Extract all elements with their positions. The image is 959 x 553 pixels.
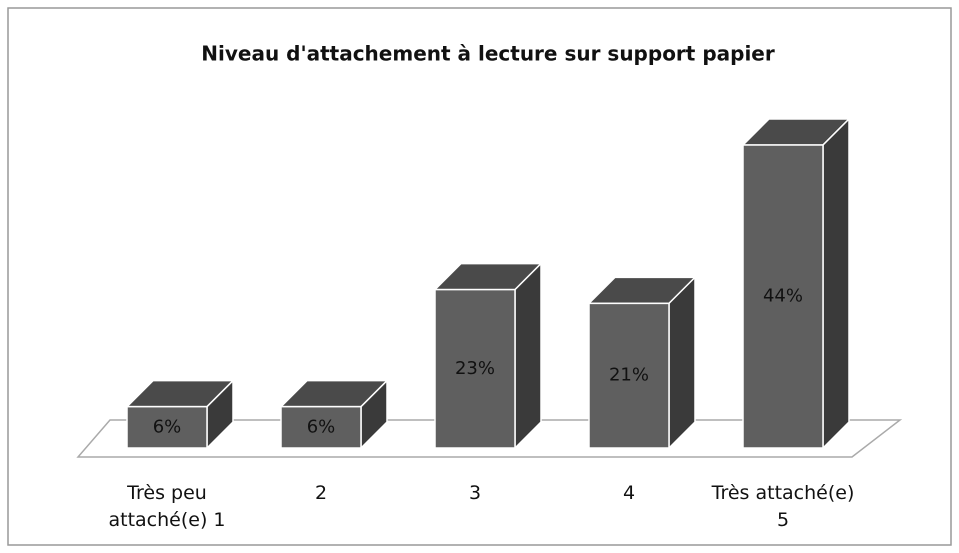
x-tick-label: Très peu attaché(e) 1 — [108, 482, 226, 531]
bar-side — [668, 275, 696, 450]
bar — [588, 302, 670, 449]
bar-side — [514, 261, 542, 450]
bar — [742, 144, 824, 449]
bar — [434, 288, 516, 449]
bar — [280, 405, 362, 449]
x-tick-label: 3 — [468, 482, 482, 504]
bars: 6% 6% 23% 21% 44% — [125, 117, 851, 450]
bar — [126, 405, 208, 449]
value-label: 23% — [455, 358, 495, 379]
value-label: 21% — [609, 365, 649, 386]
x-tick-label: Très attaché(e) 5 — [711, 482, 855, 531]
x-tick-label: 2 — [314, 482, 328, 504]
value-label: 44% — [763, 286, 803, 307]
x-tick-label: 4 — [622, 482, 636, 504]
bar-side — [822, 117, 850, 450]
value-label: 6% — [307, 416, 336, 437]
value-label: 6% — [153, 416, 182, 437]
chart-title: Niveau d'attachement à lecture sur suppo… — [201, 42, 775, 66]
